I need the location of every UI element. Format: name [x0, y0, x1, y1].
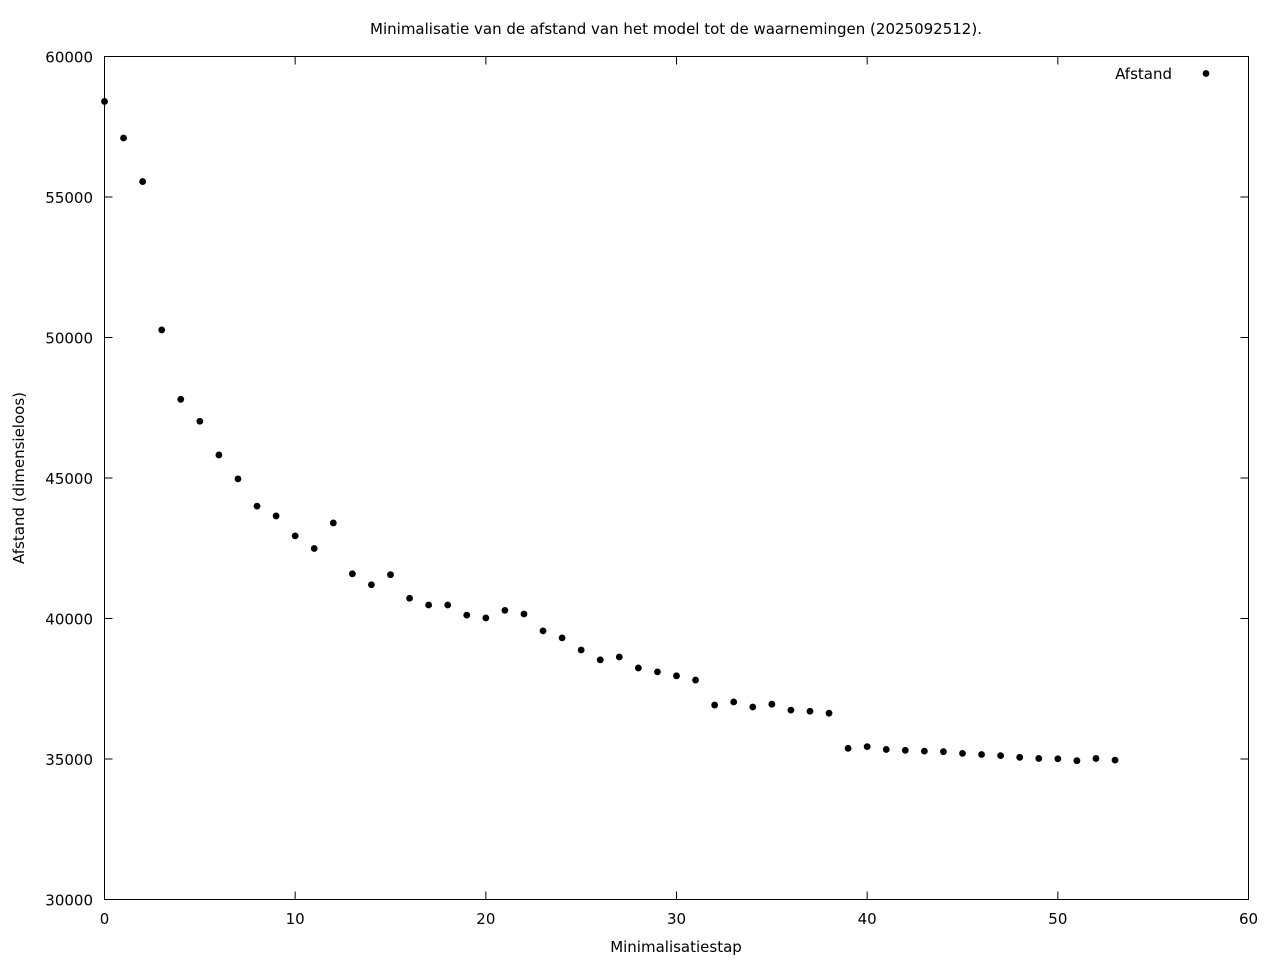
data-point [1073, 757, 1081, 765]
legend: Afstand [1115, 65, 1210, 83]
data-point [406, 594, 413, 602]
chart-title: Minimalisatie van de afstand van het mod… [370, 20, 982, 38]
data-point [444, 601, 452, 609]
data-point [940, 748, 947, 756]
y-tick-label: 30000 [45, 892, 93, 910]
x-tick-label: 10 [286, 910, 305, 928]
data-point [959, 749, 966, 757]
data-point [615, 653, 623, 661]
data-point [558, 634, 566, 642]
axis-ticks [104, 56, 1249, 900]
y-tick-label: 40000 [45, 611, 93, 629]
data-point [825, 709, 833, 717]
data-point [539, 627, 547, 635]
x-tick-label: 40 [858, 910, 877, 928]
y-tick-label: 55000 [45, 189, 93, 207]
data-point [1016, 753, 1024, 761]
data-point [272, 512, 280, 520]
data-point [844, 744, 852, 752]
y-tick-label: 35000 [45, 751, 93, 769]
data-point [1092, 755, 1100, 762]
data-point [196, 417, 204, 425]
data-point [291, 532, 299, 540]
legend-label: Afstand [1115, 65, 1172, 83]
plot-frame [104, 56, 1249, 900]
data-point [768, 700, 776, 708]
data-point [596, 656, 604, 664]
x-tick-label: 0 [100, 910, 110, 928]
data-point [520, 610, 528, 618]
y-axis-label: Afstand (dimensieloos) [10, 392, 28, 564]
data-point [978, 751, 985, 758]
data-point [368, 581, 375, 589]
legend-marker [1202, 70, 1210, 77]
data-point [348, 570, 356, 578]
x-tick-label: 30 [667, 910, 686, 928]
data-point [901, 746, 909, 754]
data-point [215, 451, 223, 459]
data-point [101, 98, 108, 105]
data-point [654, 668, 661, 676]
y-tick-label: 60000 [45, 49, 93, 67]
x-axis-label: Minimalisatiestap [610, 938, 742, 956]
y-tick-label: 50000 [45, 330, 93, 348]
data-point [997, 752, 1005, 760]
tick-labels: 0 10 20 30 40 50 60 30000 35000 40000 45000 50000 55… [45, 49, 1258, 929]
data-point [711, 701, 719, 709]
data-point [425, 601, 433, 609]
data-point [1111, 756, 1119, 764]
data-point [577, 646, 585, 654]
data-point [158, 326, 166, 334]
data-point [692, 676, 699, 684]
data-point [1035, 755, 1043, 762]
data-point [863, 743, 871, 751]
data-point [310, 545, 318, 552]
data-point [501, 606, 509, 614]
x-tick-label: 20 [476, 910, 495, 928]
data-point [482, 614, 490, 622]
x-tick-label: 50 [1048, 910, 1067, 928]
data-point [177, 395, 185, 403]
data-point [329, 519, 337, 527]
x-tick-label: 60 [1239, 910, 1258, 928]
data-point [1054, 755, 1062, 763]
data-point [882, 746, 890, 753]
data-point [634, 664, 642, 672]
data-point [387, 571, 394, 579]
data-point [749, 703, 757, 711]
data-point [730, 698, 738, 706]
data-point [234, 475, 242, 483]
data-point [787, 706, 795, 714]
data-point [139, 178, 147, 185]
data-point [673, 672, 680, 680]
data-point [920, 747, 928, 755]
data-points [101, 98, 1119, 765]
data-point [806, 707, 814, 715]
data-point [253, 502, 261, 510]
y-tick-label: 45000 [45, 470, 93, 488]
data-point [463, 611, 471, 619]
data-point [120, 134, 127, 142]
